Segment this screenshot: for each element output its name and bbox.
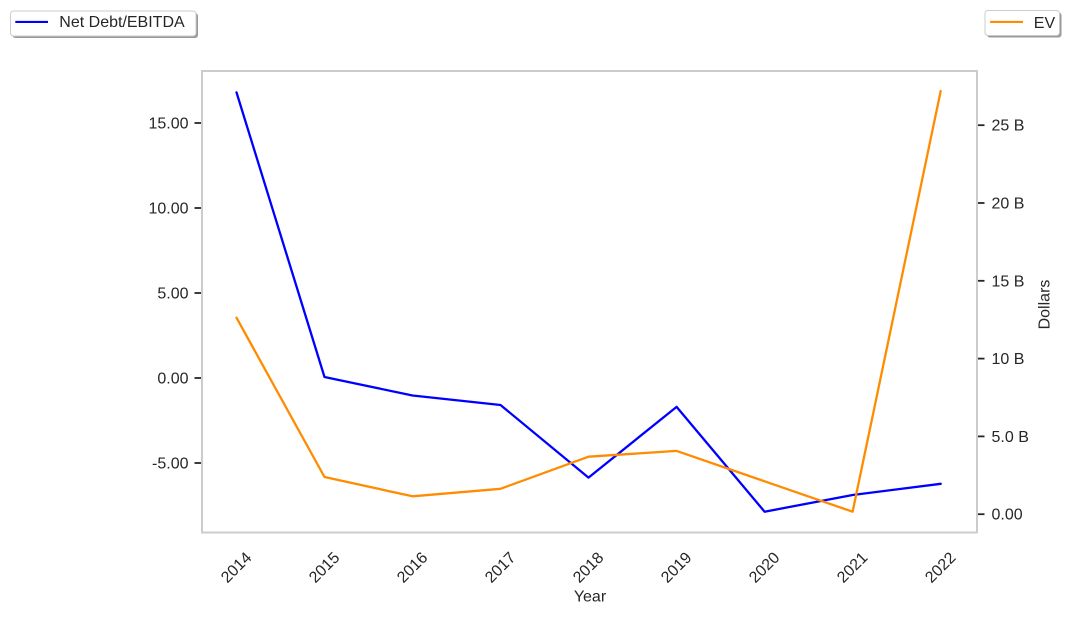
svg-text:-5.00: -5.00: [152, 456, 189, 473]
svg-text:5.0 B: 5.0 B: [992, 429, 1029, 446]
svg-text:10 B: 10 B: [992, 351, 1025, 368]
svg-text:15.00: 15.00: [148, 116, 188, 133]
svg-text:20 B: 20 B: [992, 196, 1025, 213]
svg-text:5.00: 5.00: [157, 286, 188, 303]
svg-text:0.00: 0.00: [157, 371, 188, 388]
svg-text:Dollars: Dollars: [1037, 280, 1054, 330]
svg-text:EV: EV: [1034, 15, 1056, 32]
svg-text:Net Debt/EBITDA: Net Debt/EBITDA: [59, 14, 185, 31]
svg-text:10.00: 10.00: [148, 201, 188, 218]
svg-text:15 B: 15 B: [992, 273, 1025, 290]
svg-text:Year: Year: [574, 589, 607, 606]
svg-text:25 B: 25 B: [992, 118, 1025, 135]
svg-text:0.00: 0.00: [992, 507, 1023, 524]
